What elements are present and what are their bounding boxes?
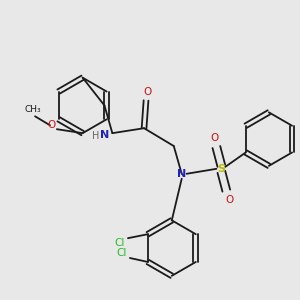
Text: S: S [217,164,225,174]
Text: O: O [143,86,151,97]
Text: Cl: Cl [115,238,125,248]
Text: CH₃: CH₃ [25,105,41,114]
Text: N: N [100,130,109,140]
Text: O: O [225,194,233,205]
Text: N: N [177,169,186,179]
Text: O: O [210,133,218,143]
Text: H: H [92,131,99,141]
Text: O: O [48,120,56,130]
Text: Cl: Cl [117,248,127,258]
